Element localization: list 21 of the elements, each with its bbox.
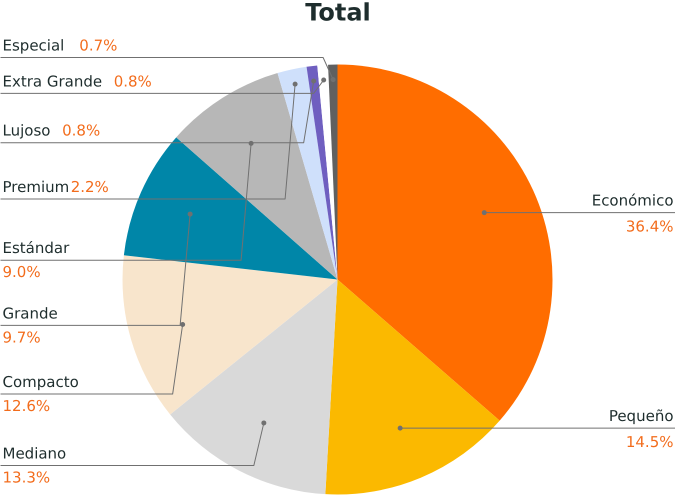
data-label: 14.5%: [626, 433, 674, 452]
slice-label: Extra Grande: [2, 72, 102, 90]
slice-label: Premium: [2, 178, 70, 196]
data-label: 2.2%: [70, 178, 109, 196]
data-label: 9.7%: [2, 328, 41, 346]
data-label: 36.4%: [626, 218, 674, 236]
slice-label: Especial: [2, 36, 64, 54]
data-label: 0.7%: [79, 36, 118, 54]
slice-label: Grande: [2, 304, 58, 322]
slice-label: Compacto: [2, 372, 79, 391]
data-label: 13.3%: [2, 468, 50, 486]
slice-label: Pequeño: [608, 407, 674, 426]
slice-label: Económico: [592, 192, 674, 210]
data-label: 9.0%: [2, 263, 41, 282]
slice-label: Estándar: [2, 239, 70, 258]
data-label: 0.8%: [114, 72, 152, 90]
slice-label: Lujoso: [2, 122, 50, 140]
data-label: 12.6%: [2, 396, 50, 415]
slice-label: Mediano: [2, 444, 66, 462]
chart-title: Total: [305, 0, 371, 26]
data-label: 0.8%: [62, 122, 100, 140]
